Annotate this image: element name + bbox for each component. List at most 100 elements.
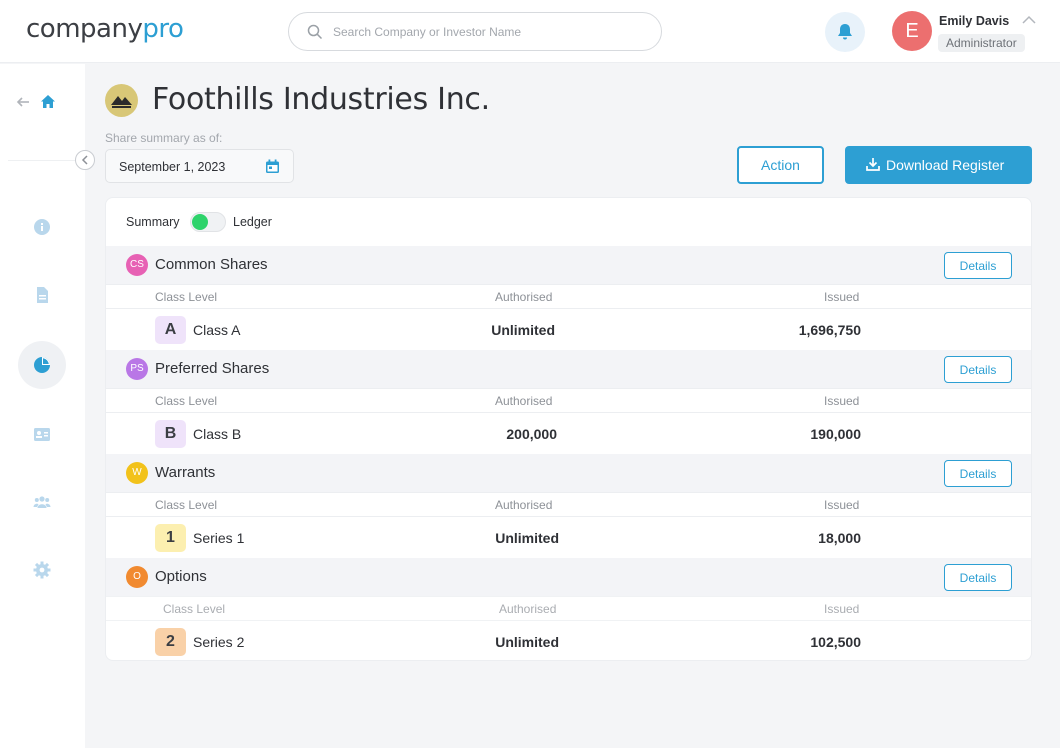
issued-value: 18,000 <box>818 530 861 546</box>
sidebar-divider <box>8 160 78 161</box>
share-summary-card: Summary Ledger CS Common Shares Details … <box>105 197 1032 661</box>
table-row: 1 Series 1 Unlimited 18,000 <box>106 517 1031 558</box>
chevron-left-icon <box>81 155 88 165</box>
sidebar <box>0 64 85 748</box>
page-title: Foothills Industries Inc. <box>152 82 490 117</box>
column-headers: Class Level Authorised Issued <box>106 284 1031 309</box>
search-input[interactable] <box>333 22 633 42</box>
details-button[interactable]: Details <box>944 460 1012 487</box>
sidebar-item-home[interactable] <box>12 90 66 114</box>
section-badge: W <box>126 462 148 484</box>
col-class-level: Class Level <box>155 498 218 512</box>
col-authorised: Authorised <box>495 394 553 408</box>
table-row: B Class B 200,000 190,000 <box>106 413 1031 454</box>
section-title: Common Shares <box>155 256 268 273</box>
table-row: A Class A Unlimited 1,696,750 <box>106 309 1031 350</box>
issued-value: 102,500 <box>810 634 861 650</box>
section-header: PS Preferred Shares Details <box>106 350 1031 388</box>
sidebar-item-cap-table[interactable] <box>18 341 66 389</box>
col-authorised: Authorised <box>495 290 553 304</box>
sidebar-item-info[interactable] <box>18 203 66 251</box>
section-common-shares: CS Common Shares Details Class Level Aut… <box>106 246 1031 350</box>
date-picker[interactable]: September 1, 2023 <box>105 149 294 183</box>
class-chip: B <box>155 420 186 448</box>
section-badge: CS <box>126 254 148 276</box>
document-icon <box>37 287 48 303</box>
section-badge: O <box>126 566 148 588</box>
class-chip: A <box>155 316 186 344</box>
issued-value: 190,000 <box>810 426 861 442</box>
download-register-button[interactable]: Download Register <box>845 146 1032 184</box>
details-button[interactable]: Details <box>944 564 1012 591</box>
toggle-knob <box>192 214 208 230</box>
back-arrow-icon[interactable] <box>16 95 30 109</box>
section-preferred-shares: PS Preferred Shares Details Class Level … <box>106 350 1031 454</box>
user-role-badge: Administrator <box>938 34 1025 52</box>
info-icon <box>34 219 50 235</box>
sidebar-item-documents[interactable] <box>18 271 66 319</box>
collapse-sidebar-button[interactable] <box>75 150 95 170</box>
col-authorised: Authorised <box>499 602 557 616</box>
sidebar-item-contacts[interactable] <box>18 410 66 458</box>
notifications-button[interactable] <box>825 12 865 52</box>
authorised-value: Unlimited <box>495 530 559 546</box>
class-name: Class A <box>193 322 241 338</box>
col-issued: Issued <box>824 498 860 512</box>
class-chip: 2 <box>155 628 186 656</box>
id-card-icon <box>34 428 50 441</box>
user-name: Emily Davis <box>939 14 1010 28</box>
section-header: CS Common Shares Details <box>106 246 1031 284</box>
section-title: Options <box>155 568 207 585</box>
authorised-value: Unlimited <box>491 322 555 338</box>
top-bar: companypro E Emily Davis Administrator <box>0 0 1060 63</box>
section-title: Preferred Shares <box>155 360 270 377</box>
date-value: September 1, 2023 <box>119 160 226 174</box>
app-logo[interactable]: companypro <box>26 14 184 44</box>
logo-text: company <box>26 14 143 44</box>
toggle-summary-label[interactable]: Summary <box>126 215 180 229</box>
column-headers: Class Level Authorised Issued <box>106 596 1031 621</box>
class-name: Class B <box>193 426 242 442</box>
bell-icon <box>838 24 852 40</box>
col-issued: Issued <box>824 602 860 616</box>
view-toggle-row: Summary Ledger <box>106 198 1031 246</box>
home-icon <box>41 95 55 108</box>
pie-chart-icon <box>34 357 50 373</box>
download-register-label: Download Register <box>886 157 1005 173</box>
summary-ledger-toggle[interactable] <box>190 212 226 232</box>
share-summary-label: Share summary as of: <box>105 131 223 145</box>
column-headers: Class Level Authorised Issued <box>106 492 1031 517</box>
sidebar-item-users[interactable] <box>18 478 66 526</box>
details-button[interactable]: Details <box>944 356 1012 383</box>
col-class-level: Class Level <box>163 602 226 616</box>
section-options: O Options Details Class Level Authorised… <box>106 558 1031 660</box>
action-button[interactable]: Action <box>737 146 824 184</box>
chevron-up-icon[interactable] <box>1021 14 1037 26</box>
details-button[interactable]: Details <box>944 252 1012 279</box>
authorised-value: Unlimited <box>495 634 559 650</box>
company-logo <box>105 84 138 117</box>
toggle-ledger-label[interactable]: Ledger <box>233 215 272 229</box>
col-issued: Issued <box>824 394 860 408</box>
sidebar-item-settings[interactable] <box>18 546 66 594</box>
logo-accent-text: pro <box>142 14 184 44</box>
section-badge: PS <box>126 358 148 380</box>
col-authorised: Authorised <box>495 498 553 512</box>
download-icon <box>866 158 880 171</box>
search-bar[interactable] <box>288 12 662 51</box>
authorised-value: 200,000 <box>506 426 557 442</box>
class-chip: 1 <box>155 524 186 552</box>
search-icon <box>307 24 323 40</box>
column-headers: Class Level Authorised Issued <box>106 388 1031 413</box>
users-icon <box>33 496 51 508</box>
calendar-icon <box>266 159 279 173</box>
section-warrants: W Warrants Details Class Level Authorise… <box>106 454 1031 558</box>
class-name: Series 1 <box>193 530 245 546</box>
section-header: W Warrants Details <box>106 454 1031 492</box>
col-issued: Issued <box>824 290 860 304</box>
class-name: Series 2 <box>193 634 245 650</box>
section-title: Warrants <box>155 464 216 481</box>
col-class-level: Class Level <box>155 394 218 408</box>
issued-value: 1,696,750 <box>798 322 861 338</box>
avatar[interactable]: E <box>892 11 932 51</box>
